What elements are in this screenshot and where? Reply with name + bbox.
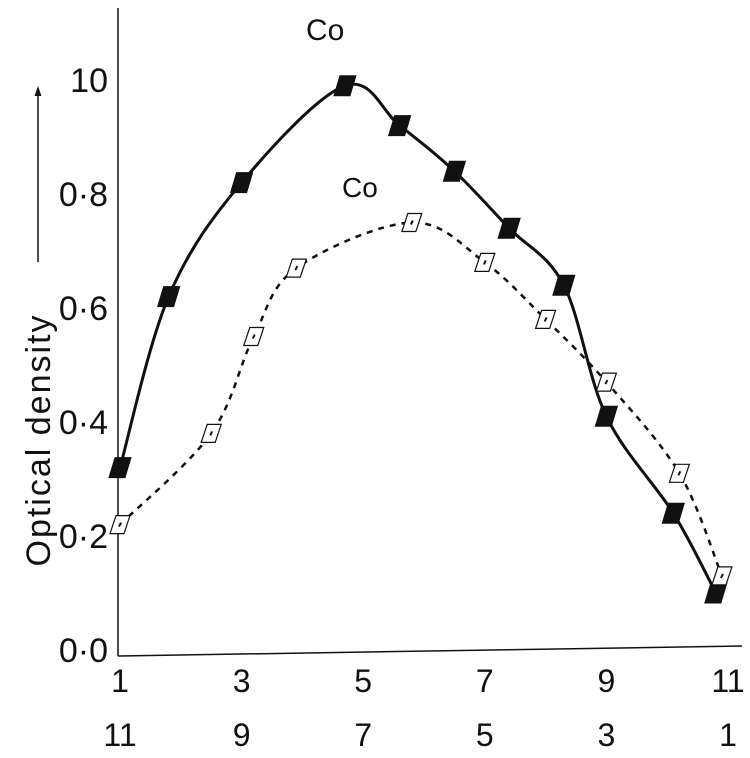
x-tick-label-bottom: 3 <box>598 717 616 753</box>
filled-marker-4 <box>388 115 412 137</box>
y-axis-title: Optical density <box>20 314 58 567</box>
filled-marker-2 <box>229 172 254 194</box>
open-marker-center-tick <box>543 316 548 322</box>
open-marker-center-tick <box>604 379 609 385</box>
open-marker-center-tick <box>482 259 487 265</box>
open-marker-center-tick <box>294 265 299 271</box>
series-line-solid <box>118 82 718 594</box>
filled-marker-3 <box>333 75 357 97</box>
x-tick-label-top: 1 <box>111 663 129 699</box>
y-tick-label: 0·8 <box>59 176 108 214</box>
filled-marker-0 <box>108 457 132 479</box>
filled-marker-5 <box>442 160 467 182</box>
x-tick-label-bottom: 7 <box>354 717 372 753</box>
series-line-dashed <box>119 221 724 577</box>
x-tick-label-top: 3 <box>233 663 251 699</box>
y-tick-label: 0·4 <box>59 404 108 442</box>
y-tick-label: 10 <box>70 62 108 100</box>
x-tick-label-top: 5 <box>354 663 372 699</box>
open-marker-center-tick <box>409 220 414 225</box>
open-marker-center-tick <box>677 470 682 476</box>
y-tick-label: 0·0 <box>59 632 108 670</box>
x-tick-label-top: 11 <box>711 663 744 699</box>
x-axis <box>117 645 743 657</box>
filled-marker-10 <box>704 582 728 604</box>
x-tick-label-bottom: 11 <box>103 717 136 753</box>
open-marker-center-tick <box>251 334 256 339</box>
y-tick-label: 0·2 <box>59 518 108 556</box>
x-tick-label-bottom: 9 <box>233 717 251 753</box>
filled-marker-8 <box>594 405 619 427</box>
x-tick-labels-bottom: 11 9 7 5 3 1 <box>103 717 737 753</box>
x-tick-label-top: 9 <box>598 663 616 699</box>
x-tick-label-bottom: 5 <box>476 717 494 753</box>
arrowhead-icon <box>34 86 42 96</box>
series-layer <box>108 75 733 604</box>
open-marker-center-tick <box>118 522 122 528</box>
series-label-solid: Co <box>306 14 344 47</box>
filled-marker-7 <box>552 274 576 296</box>
x-tick-label-bottom: 1 <box>719 717 737 753</box>
x-tick-labels-top: 1 3 5 7 9 11 <box>111 663 745 699</box>
series-label-dashed: Co <box>342 172 378 203</box>
y-tick-label: 0·6 <box>59 290 108 328</box>
x-tick-label-top: 7 <box>476 663 494 699</box>
filled-marker-1 <box>156 286 181 308</box>
open-marker-center-tick <box>209 430 214 436</box>
filled-marker-9 <box>661 502 685 524</box>
filled-marker-6 <box>497 217 521 239</box>
y-tick-labels: 0·0 0·2 0·4 0·6 0·8 10 <box>59 62 108 670</box>
open-marker-center-tick <box>720 573 724 579</box>
